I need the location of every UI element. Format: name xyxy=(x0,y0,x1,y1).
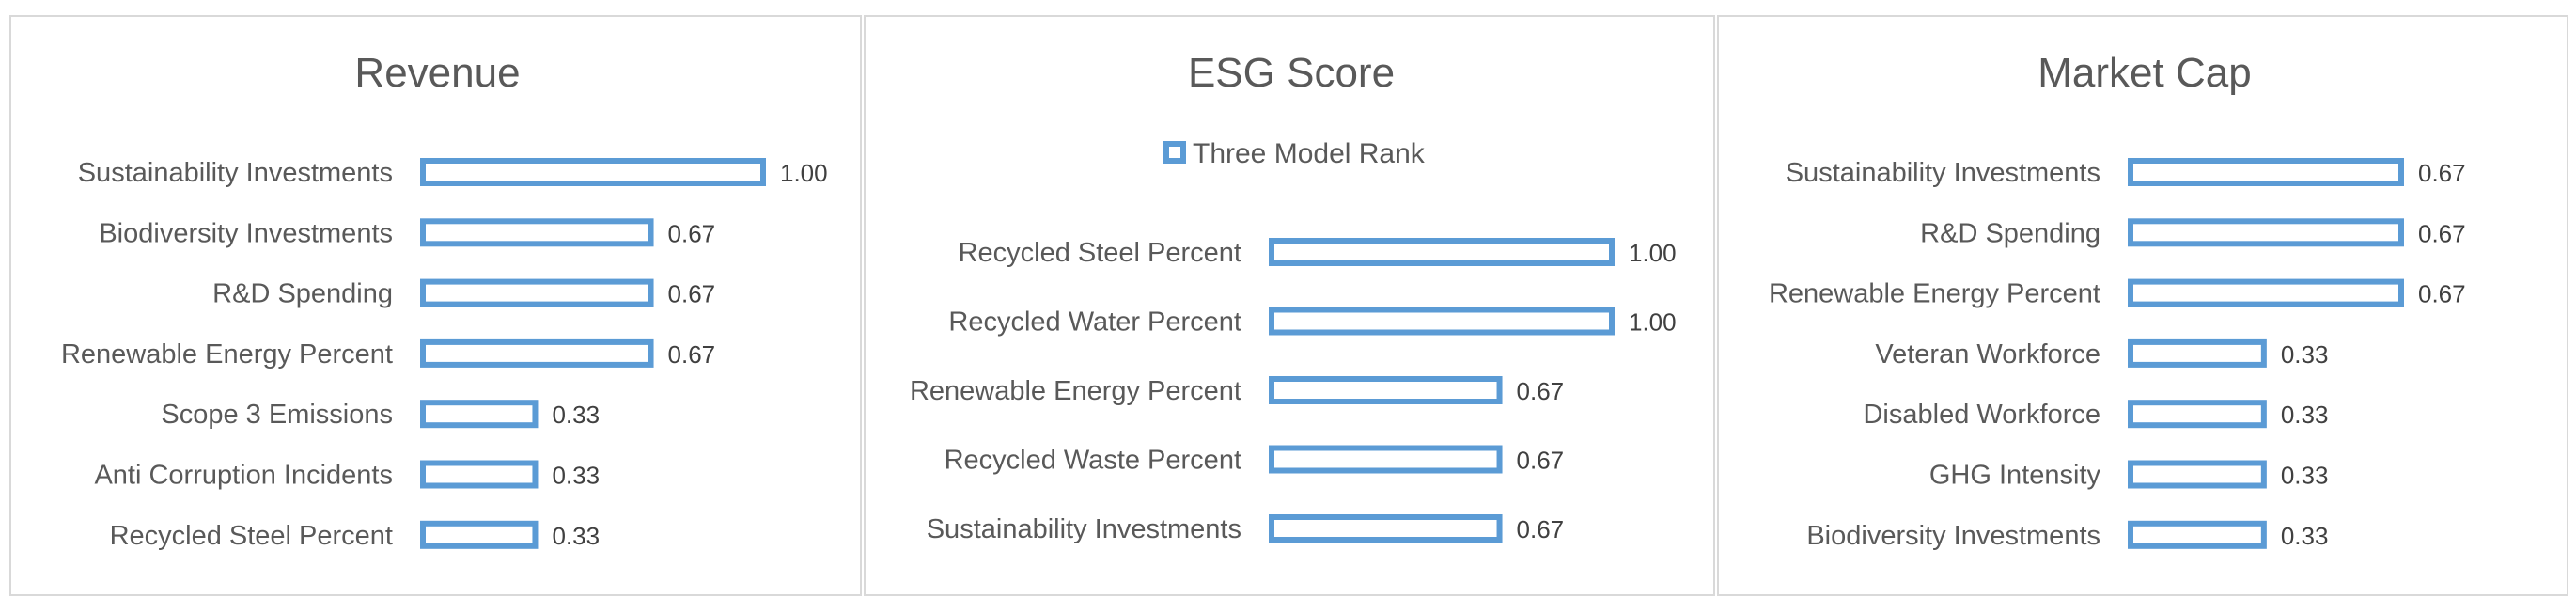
bar-renewable-energy-percent xyxy=(2128,278,2404,307)
legend-swatch xyxy=(1163,141,1186,164)
chart-panel-revenue: Revenue Sustainability Investments 1.00 Bio… xyxy=(9,15,862,596)
bar-r-d-spending xyxy=(420,278,654,307)
category-label-sustainability-investments: Sustainability Investments xyxy=(1786,158,2100,188)
data-label-biodiversity-investments: 0.33 xyxy=(2281,522,2329,550)
legend-entry: Three Model Rank xyxy=(1193,138,1426,169)
data-label-renewable-energy-percent: 0.67 xyxy=(2418,280,2466,308)
bar-recycled-steel-percent xyxy=(420,520,539,549)
category-label-recycled-waste-percent: Recycled Waste Percent xyxy=(945,446,1241,476)
bar-veteran-workforce xyxy=(2128,338,2267,368)
bar-renewable-energy-percent xyxy=(420,338,654,368)
bar-ghg-intensity xyxy=(2128,460,2267,489)
bar-scope-3-emissions xyxy=(420,400,539,429)
category-label-r-d-spending: R&D Spending xyxy=(212,279,393,309)
category-label-anti-corruption-incidents: Anti Corruption Incidents xyxy=(94,461,393,491)
chart-revenue: Revenue Sustainability Investments 1.00 Bio… xyxy=(61,50,828,551)
data-label-sustainability-investments: 0.67 xyxy=(2418,159,2466,187)
bar-sustainability-investments xyxy=(420,158,766,186)
category-label-renewable-energy-percent: Renewable Energy Percent xyxy=(910,376,1241,406)
bar-anti-corruption-incidents xyxy=(420,460,539,489)
legend: Three Model Rank xyxy=(1163,138,1426,169)
data-label-recycled-steel-percent: 0.33 xyxy=(552,522,600,550)
category-label-scope-3-emissions: Scope 3 Emissions xyxy=(161,400,393,430)
data-label-renewable-energy-percent: 0.67 xyxy=(1517,377,1565,405)
data-label-scope-3-emissions: 0.33 xyxy=(552,401,600,429)
data-label-sustainability-investments: 1.00 xyxy=(780,159,828,187)
category-label-ghg-intensity: GHG Intensity xyxy=(1929,461,2101,491)
data-label-veteran-workforce: 0.33 xyxy=(2281,340,2329,369)
chart-market-cap: Market Cap Sustainability Investments 0.67… xyxy=(1769,50,2466,551)
bar-sustainability-investments xyxy=(2128,158,2404,186)
category-label-recycled-steel-percent: Recycled Steel Percent xyxy=(110,521,393,551)
category-label-biodiversity-investments: Biodiversity Investments xyxy=(99,218,393,248)
data-label-ghg-intensity: 0.33 xyxy=(2281,462,2329,490)
category-label-biodiversity-investments: Biodiversity Investments xyxy=(1806,521,2100,551)
category-label-renewable-energy-percent: Renewable Energy Percent xyxy=(1769,279,2100,309)
bar-recycled-water-percent xyxy=(1269,307,1615,336)
category-label-recycled-water-percent: Recycled Water Percent xyxy=(948,307,1241,338)
data-label-biodiversity-investments: 0.67 xyxy=(668,219,716,247)
category-label-sustainability-investments: Sustainability Investments xyxy=(927,514,1241,544)
bar-biodiversity-investments xyxy=(420,218,654,247)
bar-recycled-waste-percent xyxy=(1269,445,1503,474)
category-label-recycled-steel-percent: Recycled Steel Percent xyxy=(959,238,1241,268)
bar-sustainability-investments xyxy=(1269,514,1503,543)
chart-title: Market Cap xyxy=(2037,50,2251,96)
bar-disabled-workforce xyxy=(2128,400,2267,429)
chart-panel-esg-score: ESG Score Three Model Rank Recycled Steel … xyxy=(864,15,1715,596)
chart-panel-market-cap: Market Cap Sustainability Investments 0.67… xyxy=(1717,15,2568,596)
chart-title: ESG Score xyxy=(1188,50,1395,96)
category-label-renewable-energy-percent: Renewable Energy Percent xyxy=(61,339,393,370)
bar-recycled-steel-percent xyxy=(1269,238,1615,266)
data-label-renewable-energy-percent: 0.67 xyxy=(668,340,716,369)
category-label-disabled-workforce: Disabled Workforce xyxy=(1863,400,2100,430)
data-label-anti-corruption-incidents: 0.33 xyxy=(552,462,600,490)
category-label-veteran-workforce: Veteran Workforce xyxy=(1875,339,2100,370)
bar-renewable-energy-percent xyxy=(1269,376,1503,404)
data-label-recycled-waste-percent: 0.67 xyxy=(1517,447,1565,475)
data-label-disabled-workforce: 0.33 xyxy=(2281,401,2329,429)
category-label-r-d-spending: R&D Spending xyxy=(1920,218,2100,248)
data-label-recycled-steel-percent: 1.00 xyxy=(1629,239,1677,267)
bar-biodiversity-investments xyxy=(2128,520,2267,549)
data-label-sustainability-investments: 0.67 xyxy=(1517,515,1565,543)
category-label-sustainability-investments: Sustainability Investments xyxy=(78,158,393,188)
chart-title: Revenue xyxy=(354,50,520,96)
data-label-recycled-water-percent: 1.00 xyxy=(1629,308,1677,337)
bar-r-d-spending xyxy=(2128,218,2404,247)
chart-esg-score: ESG Score Three Model Rank Recycled Steel … xyxy=(910,50,1677,544)
data-label-r-d-spending: 0.67 xyxy=(2418,219,2466,247)
data-label-r-d-spending: 0.67 xyxy=(668,280,716,308)
